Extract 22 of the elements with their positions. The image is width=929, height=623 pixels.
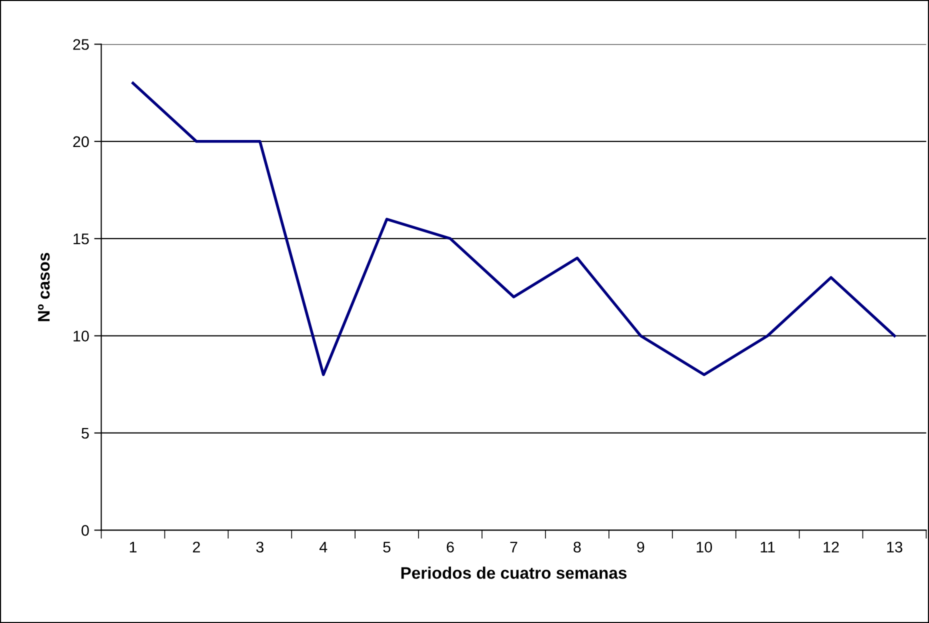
x-tick-label: 2 (192, 542, 200, 552)
line-series (132, 82, 896, 376)
x-tick-label: 7 (510, 542, 518, 552)
x-tick-label: 9 (637, 542, 644, 553)
y-tick-label: 0 (82, 525, 89, 536)
x-tick-label: 3 (256, 542, 264, 553)
x-tick-label: 12 (824, 542, 839, 552)
x-tick-label: 6 (446, 542, 454, 553)
x-tick-label: 1 (130, 542, 136, 552)
y-tick-label: 25 (73, 39, 89, 50)
y-tick-label: 20 (73, 136, 89, 148)
x-axis-title: Periodos de cuatro semanas (401, 566, 627, 579)
y-tick-label: 5 (82, 428, 89, 439)
x-tick-label: 10 (696, 542, 712, 553)
x-tick-label: 5 (383, 542, 390, 553)
x-tick-label: 13 (887, 542, 902, 553)
y-tick-label: 15 (74, 234, 89, 244)
x-tick-label: 11 (760, 542, 775, 552)
x-tick-label: 4 (319, 542, 328, 552)
y-axis-title: Nº casos (38, 252, 50, 322)
x-tick-label: 8 (574, 542, 581, 553)
y-tick-label: 10 (74, 330, 89, 342)
